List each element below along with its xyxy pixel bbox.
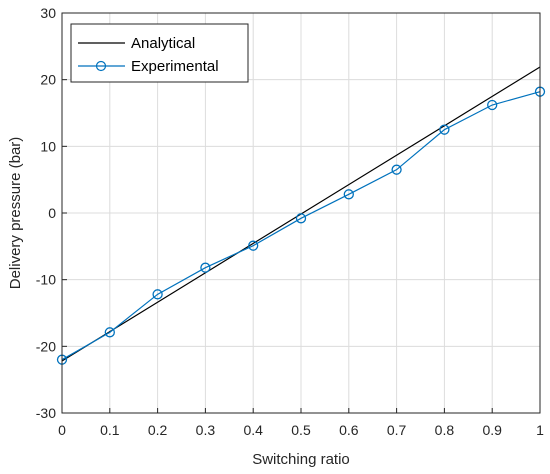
x-tick-label: 1: [536, 422, 544, 438]
y-tick-label: 30: [40, 5, 56, 21]
x-tick-label: 0.7: [387, 422, 407, 438]
x-tick-label: 0.1: [100, 422, 120, 438]
y-tick-label: 0: [48, 205, 56, 221]
experimental-data-point: [295, 213, 307, 224]
x-tick-label: 0.4: [243, 422, 263, 438]
y-tick-label: -10: [36, 272, 56, 288]
x-axis-label: Switching ratio: [252, 451, 350, 468]
y-tick-label: 10: [40, 138, 56, 154]
x-tick-label: 0.2: [148, 422, 168, 438]
x-tick-label: 0.8: [435, 422, 455, 438]
y-axis-label: Delivery pressure (bar): [7, 137, 24, 290]
legend: Analytical Experimental: [70, 23, 249, 83]
experimental-data-point: [248, 240, 259, 251]
y-tick-label: -30: [36, 405, 56, 421]
x-tick-label: 0.3: [196, 422, 216, 438]
experimental-data-point: [343, 189, 354, 200]
y-tick-label: -20: [36, 338, 56, 354]
legend-experimental-marker: [95, 60, 107, 72]
experimental-data-point: [152, 289, 163, 300]
experimental-data-point: [391, 164, 402, 175]
x-tick-label: 0.6: [339, 422, 359, 438]
experimental-data-point: [200, 262, 211, 273]
plot-area: [56, 66, 546, 365]
x-tick-label: 0: [58, 422, 66, 438]
x-tick-label: 0.5: [291, 422, 311, 438]
experimental-data-point: [439, 124, 450, 135]
experimental-data-point: [487, 99, 498, 111]
tick-labels: 0 0.1 0.2 0.3 0.4 0.5 0.6 0.7 0.8 0.9 1 -30 -20 -10 0 1…: [36, 5, 544, 438]
grid: [62, 13, 540, 413]
experimental-series-line: [61, 91, 541, 361]
y-tick-label: 20: [40, 72, 56, 88]
experimental-data-point: [104, 327, 115, 338]
legend-analytical-label: Analytical: [131, 35, 195, 52]
legend-box: [70, 23, 249, 83]
legend-experimental-label: Experimental: [131, 58, 219, 75]
x-tick-label: 0.9: [482, 422, 502, 438]
